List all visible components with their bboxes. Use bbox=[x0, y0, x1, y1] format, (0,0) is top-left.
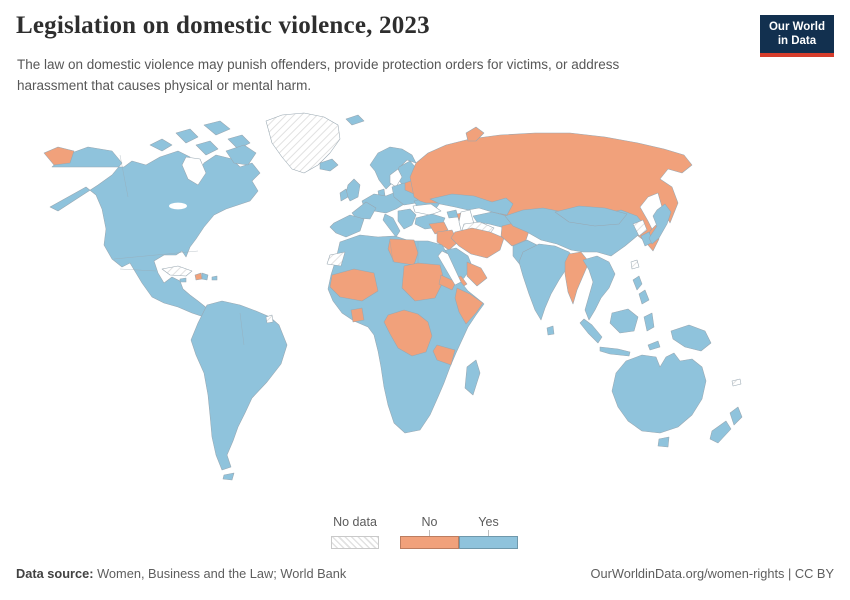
data-source-value: Women, Business and the Law; World Bank bbox=[93, 566, 347, 581]
country-iran[interactable] bbox=[450, 227, 505, 259]
logo-line-1: Our World bbox=[768, 21, 825, 33]
arctic-island-4[interactable] bbox=[195, 140, 219, 156]
world-map[interactable] bbox=[0, 105, 850, 505]
country-philippines-south[interactable] bbox=[638, 289, 650, 305]
country-jamaica[interactable] bbox=[179, 277, 187, 283]
island-java[interactable] bbox=[599, 346, 631, 357]
region-indochina[interactable] bbox=[582, 255, 616, 321]
region-cameroon-congo-drc[interactable] bbox=[383, 309, 433, 357]
country-japan[interactable] bbox=[648, 203, 672, 245]
page-subtitle: The law on domestic violence may punish … bbox=[17, 54, 619, 96]
island-new-guinea[interactable] bbox=[670, 324, 712, 352]
legend-swatch-no-data[interactable] bbox=[331, 536, 379, 549]
legend-label-no: No bbox=[421, 515, 438, 529]
country-cote-divoire[interactable] bbox=[350, 307, 365, 323]
country-puerto-rico[interactable] bbox=[211, 275, 218, 281]
arctic-island-1[interactable] bbox=[149, 138, 173, 152]
country-philippines-north[interactable] bbox=[632, 275, 643, 291]
country-taiwan[interactable] bbox=[630, 259, 640, 270]
french-guiana[interactable] bbox=[265, 314, 274, 324]
country-ireland[interactable] bbox=[339, 188, 349, 202]
logo-line-2: in Data bbox=[777, 34, 817, 47]
subtitle-line-1: The law on domestic violence may punish … bbox=[17, 57, 620, 72]
country-cuba[interactable] bbox=[161, 265, 193, 277]
arctic-island-2[interactable] bbox=[175, 128, 199, 144]
country-tanzania[interactable] bbox=[432, 344, 456, 366]
country-united-kingdom[interactable] bbox=[345, 178, 361, 202]
country-india[interactable] bbox=[518, 243, 576, 321]
footer-link[interactable]: OurWorldinData.org/women-rights | CC BY bbox=[590, 566, 834, 581]
data-source-label: Data source: bbox=[16, 566, 94, 581]
legend-tick-yes bbox=[488, 530, 489, 536]
country-australia[interactable] bbox=[611, 352, 707, 434]
baltic-sea bbox=[389, 168, 403, 188]
legend-label-yes: Yes bbox=[478, 515, 499, 529]
region-scandinavia[interactable] bbox=[369, 146, 417, 190]
legend-item-yes[interactable]: Yes bbox=[459, 515, 518, 549]
country-myanmar[interactable] bbox=[564, 251, 590, 305]
country-western-sahara[interactable] bbox=[326, 251, 346, 267]
legend-label-no-data: No data bbox=[333, 515, 377, 529]
country-north-america-mainland[interactable] bbox=[49, 146, 261, 318]
island-sulawesi[interactable] bbox=[643, 312, 655, 332]
red-sea bbox=[437, 250, 462, 286]
island-tasmania[interactable] bbox=[657, 436, 670, 448]
region-mauritania-mali-senegal[interactable] bbox=[329, 268, 379, 302]
island-sumatra[interactable] bbox=[579, 318, 603, 344]
country-madagascar[interactable] bbox=[464, 359, 481, 396]
tierra-del-fuego[interactable] bbox=[222, 472, 235, 481]
island-timor[interactable] bbox=[647, 340, 661, 351]
choropleth-svg bbox=[43, 112, 743, 481]
country-kazakhstan[interactable] bbox=[429, 193, 514, 216]
novaya-zemlya[interactable] bbox=[465, 126, 485, 142]
region-eritrea-djibouti[interactable] bbox=[438, 274, 457, 291]
baffin-island[interactable] bbox=[225, 144, 257, 166]
black-sea bbox=[412, 203, 442, 216]
footer: Data source: Women, Business and the Law… bbox=[0, 566, 850, 581]
page-title: Legislation on domestic violence, 2023 bbox=[16, 12, 430, 39]
country-dominican-republic[interactable] bbox=[201, 272, 209, 281]
new-zealand-north[interactable] bbox=[729, 406, 743, 426]
map-legend: No data No Yes bbox=[331, 515, 518, 549]
region-balkans[interactable] bbox=[397, 208, 417, 230]
country-south-america[interactable] bbox=[190, 300, 288, 471]
new-caledonia[interactable] bbox=[731, 378, 742, 387]
country-iceland[interactable] bbox=[319, 158, 339, 172]
legend-bar: No Yes bbox=[400, 515, 518, 549]
country-italy[interactable] bbox=[382, 213, 401, 238]
country-haiti[interactable] bbox=[194, 272, 203, 281]
region-chad-sudan[interactable] bbox=[401, 262, 445, 302]
great-lakes bbox=[169, 202, 187, 210]
svalbard[interactable] bbox=[345, 114, 365, 126]
legend-tick-no bbox=[429, 530, 430, 536]
data-source: Data source: Women, Business and the Law… bbox=[16, 566, 346, 581]
country-georgia[interactable] bbox=[446, 209, 459, 219]
legend-swatch-yes[interactable] bbox=[459, 536, 518, 549]
internal-borders bbox=[113, 154, 419, 346]
country-greenland[interactable] bbox=[265, 112, 341, 174]
region-iberia[interactable] bbox=[329, 214, 365, 238]
island-borneo[interactable] bbox=[609, 308, 639, 334]
owid-logo[interactable]: Our World in Data bbox=[759, 15, 834, 57]
country-mongolia[interactable] bbox=[554, 205, 628, 227]
legend-item-no[interactable]: No bbox=[400, 515, 459, 549]
legend-swatch-no[interactable] bbox=[400, 536, 459, 549]
subtitle-line-2: harassment that causes physical or menta… bbox=[17, 78, 312, 93]
hudson-bay bbox=[181, 156, 207, 186]
country-oman[interactable] bbox=[466, 261, 488, 287]
arctic-island-3[interactable] bbox=[203, 120, 231, 136]
new-zealand-south[interactable] bbox=[709, 420, 732, 444]
country-north-korea[interactable] bbox=[632, 219, 648, 237]
country-somalia[interactable] bbox=[454, 287, 484, 325]
country-sri-lanka[interactable] bbox=[546, 325, 555, 336]
country-russia-chukotka[interactable] bbox=[43, 146, 75, 166]
legend-item-no-data[interactable]: No data bbox=[331, 515, 379, 549]
